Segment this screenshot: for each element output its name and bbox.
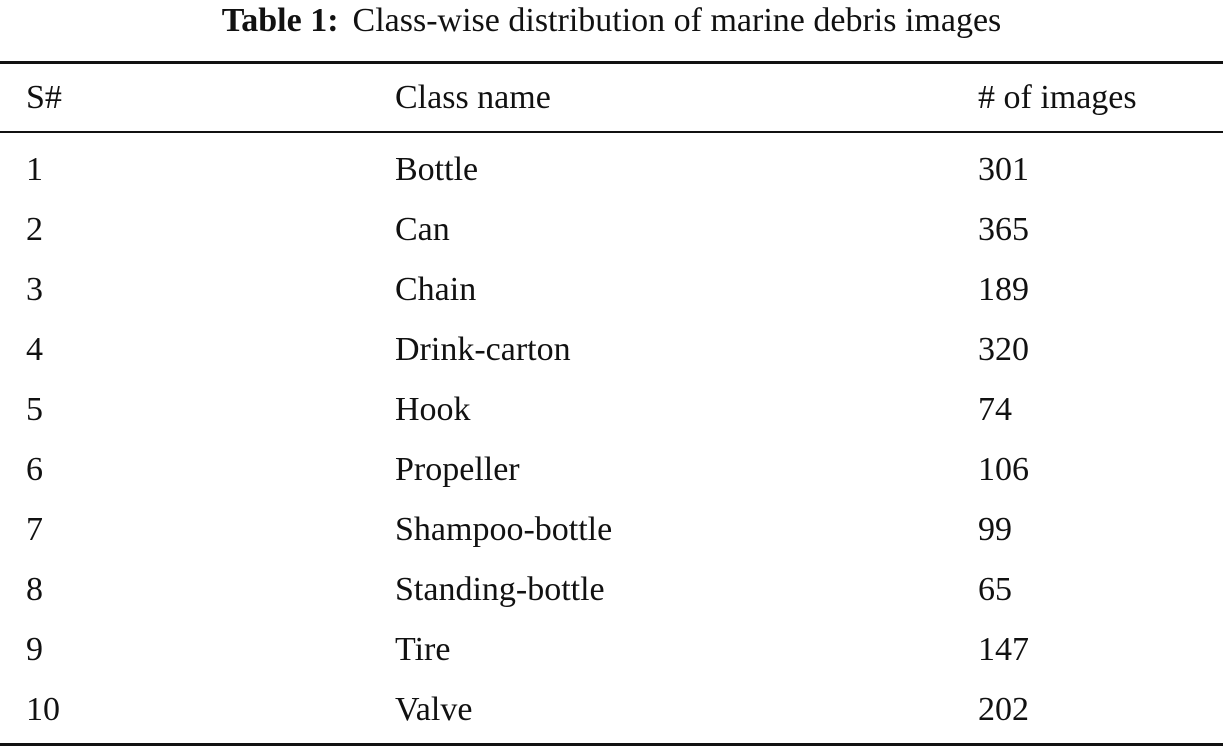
table-row: 6 Propeller 106: [0, 440, 1223, 500]
table-row: 3 Chain 189: [0, 260, 1223, 320]
image-count-cell: 147: [978, 631, 1029, 668]
table-header-rule: [0, 131, 1223, 133]
serial-cell: 8: [26, 571, 43, 608]
table-caption-label: Table 1:: [221, 2, 339, 39]
serial-cell: 7: [26, 511, 43, 548]
serial-cell: 3: [26, 271, 43, 308]
table-row: 10 Valve 202: [0, 680, 1223, 740]
class-name-cell: Shampoo-bottle: [395, 511, 613, 548]
table-caption: Table 1: Class-wise distribution of marin…: [0, 0, 1223, 42]
header-image-count: # of images: [978, 79, 1137, 116]
serial-cell: 4: [26, 331, 43, 368]
table-row: 5 Hook 74: [0, 380, 1223, 440]
serial-cell: 2: [26, 211, 43, 248]
table-row: 2 Can 365: [0, 200, 1223, 260]
header-class-name: Class name: [395, 79, 551, 116]
image-count-cell: 189: [978, 271, 1029, 308]
class-name-cell: Tire: [395, 631, 451, 668]
class-name-cell: Hook: [395, 391, 471, 428]
image-count-cell: 301: [978, 151, 1029, 188]
image-count-cell: 65: [978, 571, 1012, 608]
image-count-cell: 320: [978, 331, 1029, 368]
table-row: 4 Drink-carton 320: [0, 320, 1223, 380]
image-count-cell: 202: [978, 691, 1029, 728]
table-bottom-rule: [0, 743, 1223, 746]
serial-cell: 9: [26, 631, 43, 668]
class-name-cell: Standing-bottle: [395, 571, 605, 608]
serial-cell: 5: [26, 391, 43, 428]
table-row: 1 Bottle 301: [0, 140, 1223, 200]
class-name-cell: Chain: [395, 271, 477, 308]
serial-cell: 6: [26, 451, 43, 488]
class-name-cell: Bottle: [395, 151, 479, 188]
table-caption-text: Class-wise distribution of marine debris…: [352, 2, 1002, 39]
image-count-cell: 99: [978, 511, 1012, 548]
table-row: 9 Tire 147: [0, 620, 1223, 680]
serial-cell: 1: [26, 151, 43, 188]
table-header-row: S# Class name # of images: [0, 68, 1223, 128]
image-count-cell: 365: [978, 211, 1029, 248]
class-name-cell: Can: [395, 211, 450, 248]
class-name-cell: Propeller: [395, 451, 520, 488]
image-count-cell: 106: [978, 451, 1029, 488]
class-name-cell: Drink-carton: [395, 331, 571, 368]
table-row: 8 Standing-bottle 65: [0, 560, 1223, 620]
table-row: 7 Shampoo-bottle 99: [0, 500, 1223, 560]
serial-cell: 10: [26, 691, 60, 728]
header-serial: S#: [26, 79, 62, 116]
table-top-rule: [0, 61, 1223, 64]
image-count-cell: 74: [978, 391, 1012, 428]
class-name-cell: Valve: [395, 691, 473, 728]
